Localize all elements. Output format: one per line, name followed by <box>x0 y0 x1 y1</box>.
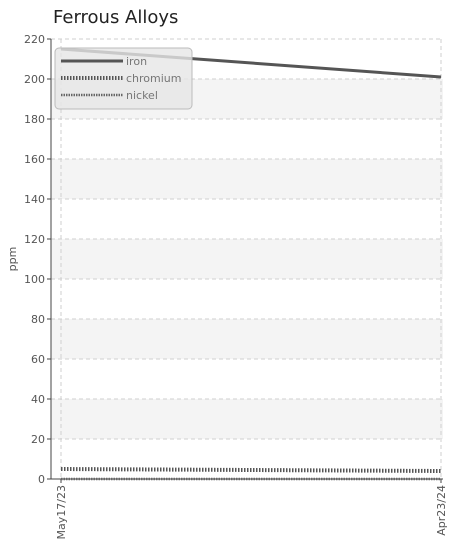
x-tick-label: May17/23 <box>55 485 68 539</box>
y-tick-label: 180 <box>24 113 45 126</box>
legend-label-iron: iron <box>126 55 147 68</box>
plot-band <box>51 319 443 359</box>
y-tick-label: 40 <box>31 393 45 406</box>
legend-label-nickel: nickel <box>126 89 158 102</box>
chart-title: Ferrous Alloys <box>53 7 179 28</box>
y-tick-label: 0 <box>38 473 45 486</box>
x-tick-label: Apr23/24 <box>435 485 448 536</box>
plot-band <box>51 239 443 279</box>
y-tick-label: 100 <box>24 273 45 286</box>
legend-label-chromium: chromium <box>126 72 182 85</box>
y-tick-label: 80 <box>31 313 45 326</box>
y-tick-label: 220 <box>24 33 45 46</box>
plot-bands <box>51 79 443 439</box>
y-tick-label: 140 <box>24 193 45 206</box>
legend[interactable]: iron chromium nickel <box>54 47 193 110</box>
y-tick-label: 120 <box>24 233 45 246</box>
y-tick-label: 200 <box>24 73 45 86</box>
x-ticks: May17/23 Apr23/24 <box>55 479 448 539</box>
y-ticks: 0 20 40 60 80 100 120 140 160 180 200 220 <box>24 33 51 486</box>
y-tick-label: 160 <box>24 153 45 166</box>
plot-band <box>51 399 443 439</box>
y-axis-label: ppm <box>6 247 19 272</box>
plot-band <box>51 159 443 199</box>
y-tick-label: 60 <box>31 353 45 366</box>
y-tick-label: 20 <box>31 433 45 446</box>
series-line-chromium <box>60 467 442 473</box>
